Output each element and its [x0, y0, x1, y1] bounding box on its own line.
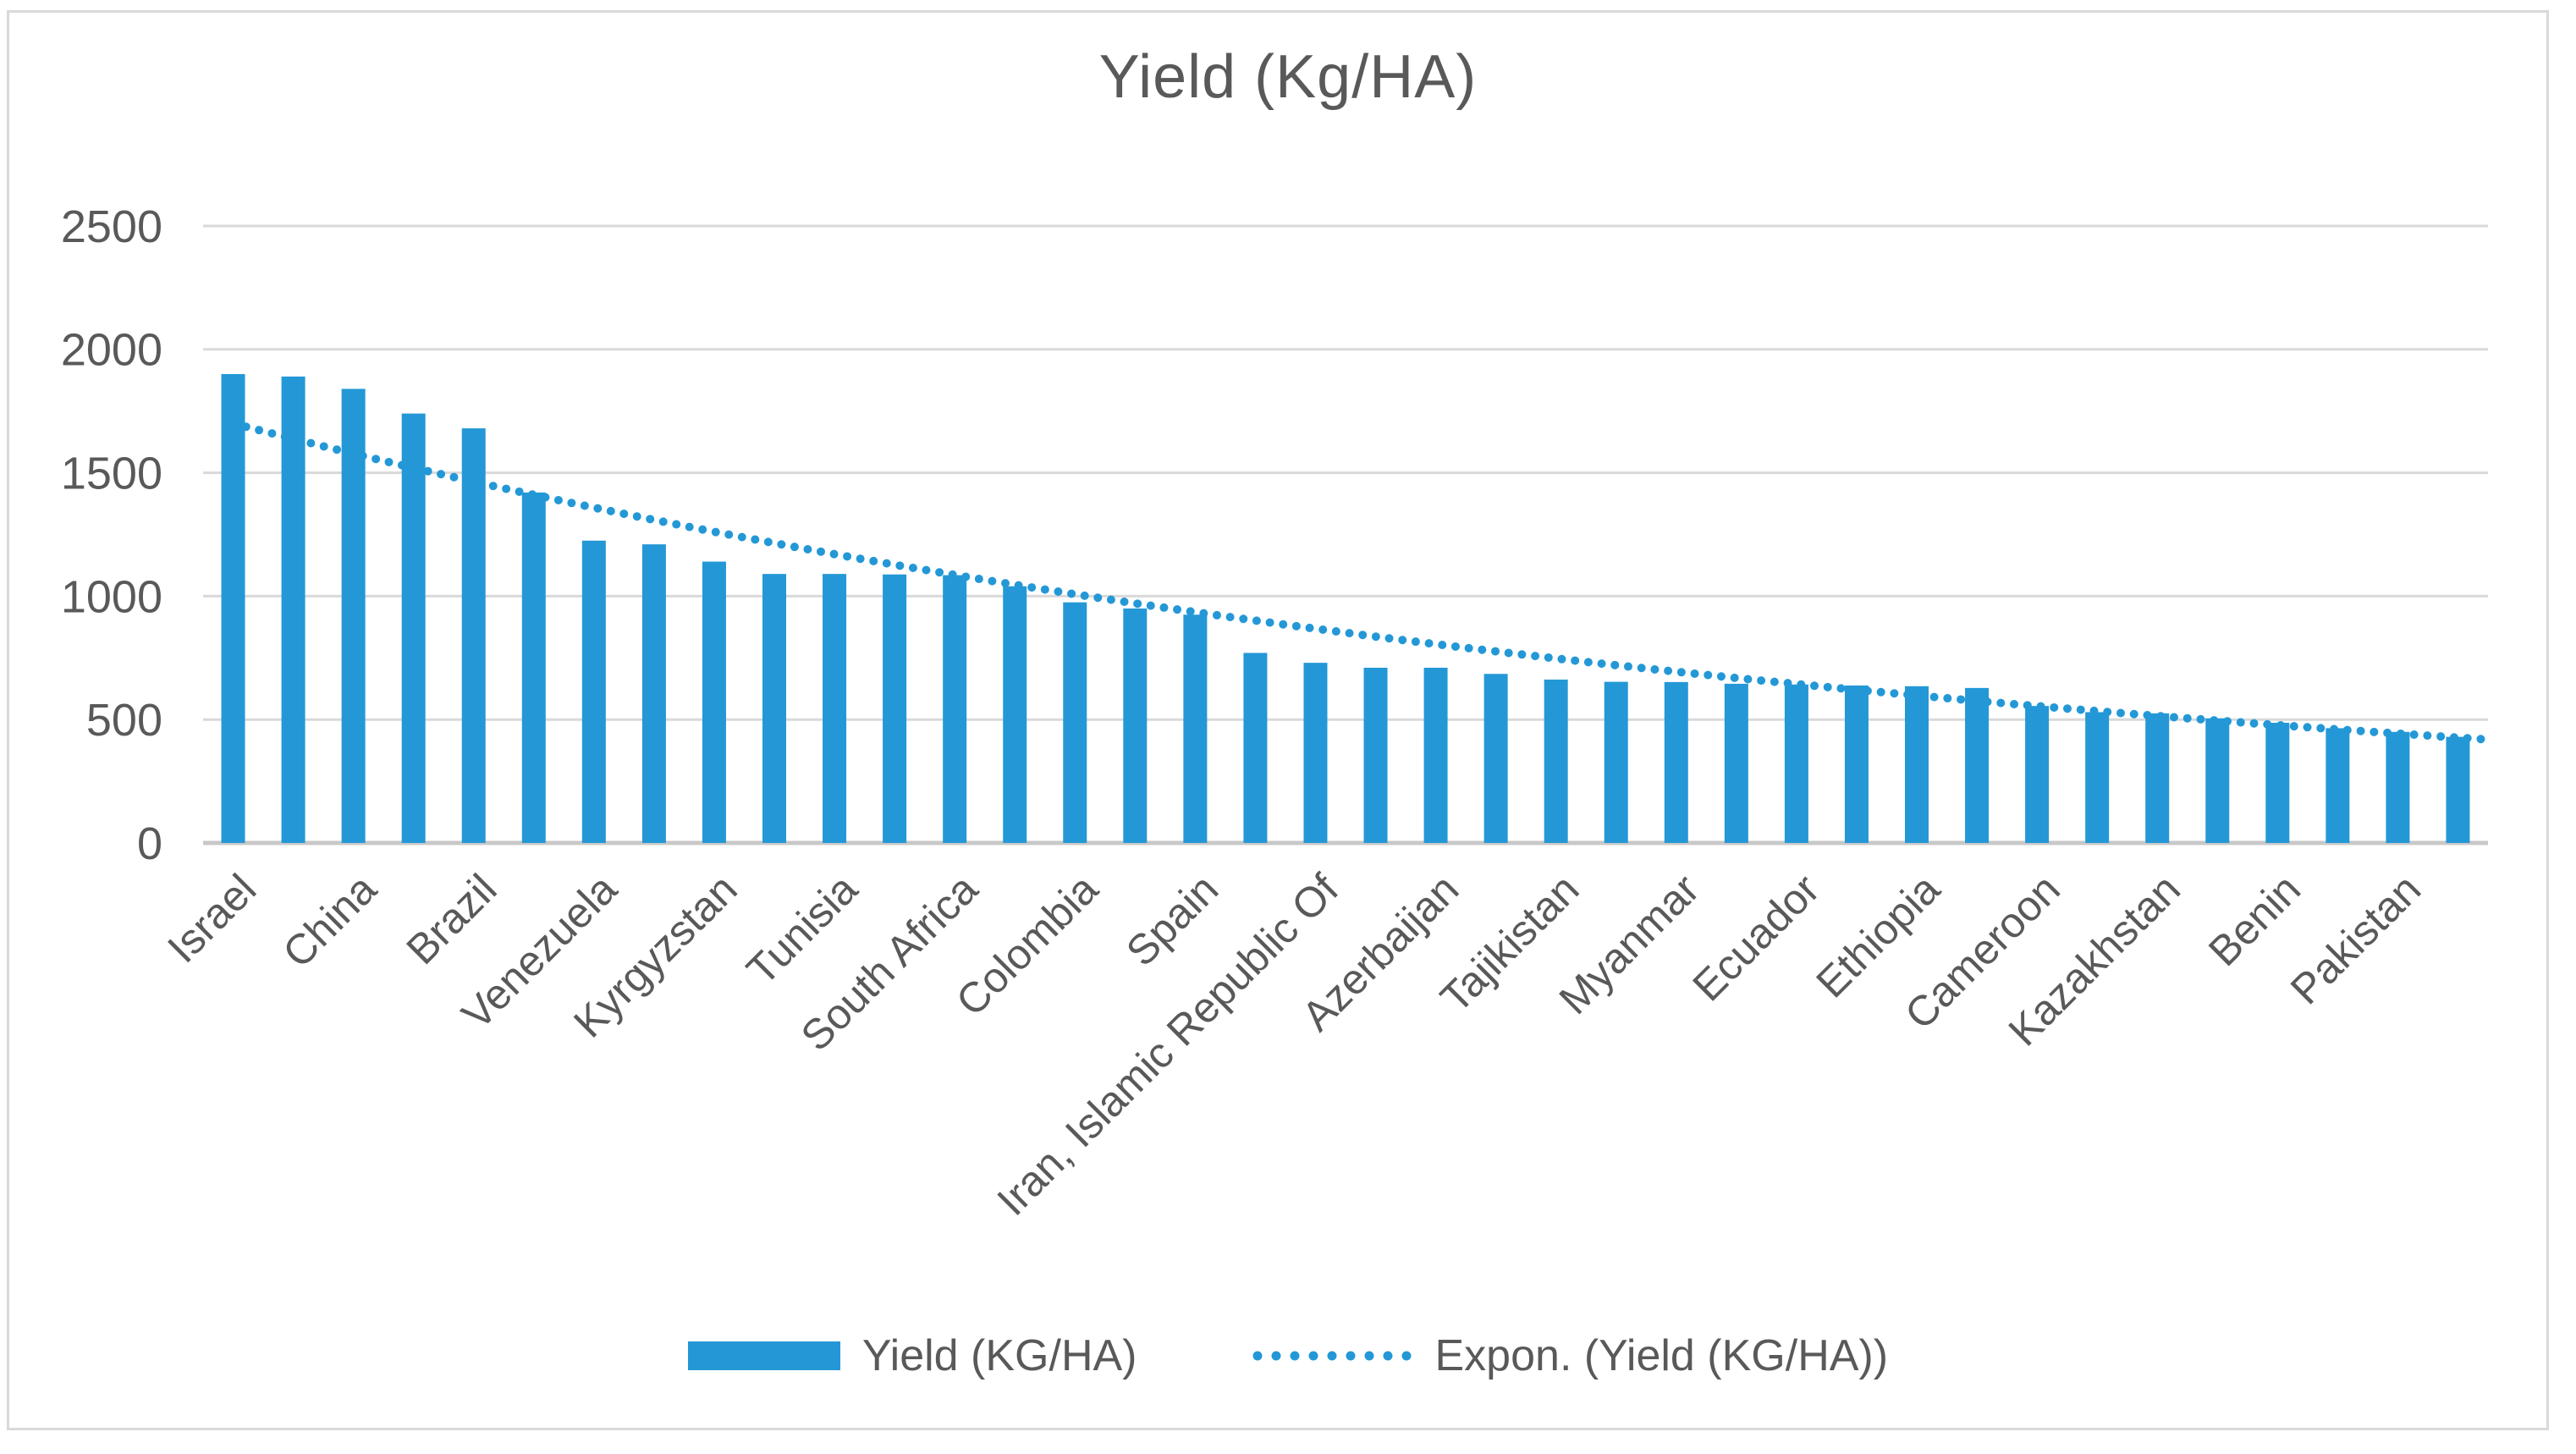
bar [221, 373, 245, 844]
bar [883, 574, 907, 843]
y-tick-label: 2500 [61, 201, 162, 252]
y-tick-label: 1000 [61, 571, 162, 622]
bar [1905, 686, 1929, 843]
bar [1003, 586, 1027, 843]
x-tick-label: Spain [1117, 865, 1227, 975]
bar [1183, 614, 1208, 843]
bar [581, 540, 606, 843]
bar [2265, 722, 2290, 843]
bar [943, 575, 967, 843]
bar [1303, 663, 1328, 843]
bar [2085, 712, 2110, 843]
bar [1965, 687, 1990, 843]
bar [281, 376, 305, 844]
x-tick-label: Pakistan [2282, 865, 2430, 1013]
x-tick-label: Israel [158, 865, 265, 972]
bar [2326, 728, 2350, 843]
bar [762, 574, 786, 843]
bar [1604, 681, 1628, 843]
bar [1483, 674, 1508, 843]
bar [1844, 685, 1869, 843]
bar [341, 388, 366, 843]
bar [1063, 602, 1087, 843]
x-tick-label: China [273, 865, 385, 977]
bar [1664, 681, 1688, 843]
y-tick-label: 0 [137, 818, 162, 869]
bar [2145, 713, 2170, 843]
legend-swatch-yield [687, 1341, 840, 1370]
bar [1363, 667, 1388, 843]
bar [1123, 608, 1148, 843]
bar [1423, 667, 1448, 843]
bar [461, 428, 486, 843]
chart-title: Yield (Kg/HA) [1098, 43, 1478, 111]
bar [2205, 718, 2230, 843]
legend-spacer [1159, 1356, 1230, 1357]
bar [401, 413, 426, 843]
bar [1784, 684, 1808, 843]
legend: Yield (KG/HA) Expon. (Yield (KG/HA)) [0, 1330, 2576, 1381]
bar [2446, 736, 2470, 843]
x-tick-label: Benin [2199, 865, 2309, 975]
bar [2386, 731, 2410, 843]
legend-label-expon: Expon. (Yield (KG/HA)) [1434, 1331, 1889, 1380]
x-tick-label: Ecuador [1683, 865, 1828, 1010]
y-tick-label: 500 [86, 695, 162, 746]
y-tick-label: 2000 [61, 325, 162, 376]
bar [702, 561, 726, 843]
legend-label-yield: Yield (KG/HA) [861, 1331, 1137, 1380]
bar [521, 492, 546, 843]
bar [641, 544, 666, 843]
y-tick-label: 1500 [61, 449, 162, 499]
bar [1724, 683, 1748, 843]
x-tick-label: Brazil [398, 865, 506, 973]
bar [823, 574, 847, 843]
bar [2025, 706, 2050, 843]
bar [1243, 653, 1268, 843]
trendline [228, 419, 2496, 745]
legend-trendline-sample [1252, 1351, 1412, 1361]
bar [1544, 679, 1568, 843]
